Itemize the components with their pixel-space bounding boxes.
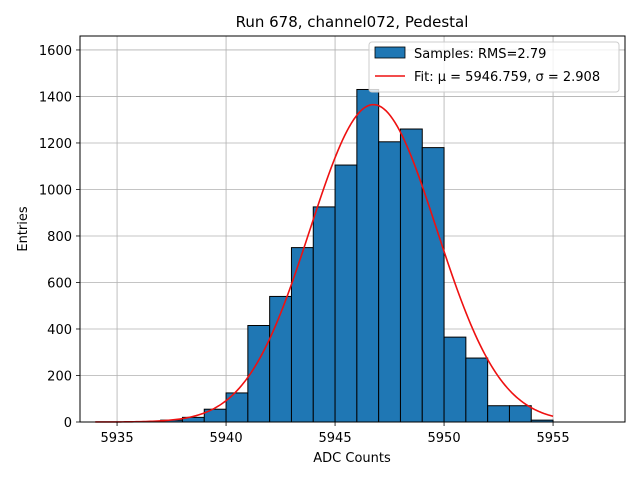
histogram-bars	[160, 88, 554, 423]
y-tick-label: 600	[47, 276, 72, 291]
fit-curve	[95, 103, 554, 423]
chart-title: Run 678, channel072, Pedestal	[236, 13, 469, 31]
y-tick-label: 1600	[39, 44, 72, 59]
histogram-bar	[312, 206, 336, 423]
y-tick-label: 200	[47, 369, 72, 384]
y-tick-label: 1200	[39, 137, 72, 152]
plot-frame	[79, 35, 626, 423]
y-tick-label: 0	[64, 416, 72, 431]
histogram-bar	[465, 357, 489, 423]
x-tick-label: 5935	[101, 431, 134, 446]
x-axis-label: ADC Counts	[313, 451, 391, 466]
legend-samples-swatch	[374, 46, 406, 59]
legend: Samples: RMS=2.79 Fit: μ = 5946.759, σ =…	[368, 41, 620, 93]
x-tick-label: 5955	[537, 431, 570, 446]
y-axis-label: Entries	[16, 206, 31, 252]
y-tick-label: 1400	[39, 90, 72, 105]
histogram-bar	[356, 88, 380, 423]
legend-samples-label: Samples: RMS=2.79	[414, 47, 546, 62]
x-tick-label: 5945	[319, 431, 352, 446]
y-tick-label: 800	[47, 230, 72, 245]
x-axis-ticks: 5935 5940 5945 5950 5955	[101, 422, 570, 446]
histogram-bar	[378, 141, 401, 423]
y-tick-label: 400	[47, 323, 72, 338]
histogram-bar	[334, 164, 358, 423]
histogram-bar	[399, 128, 423, 423]
x-tick-label: 5940	[210, 431, 243, 446]
x-tick-label: 5950	[428, 431, 461, 446]
legend-fit-label: Fit: μ = 5946.759, σ = 2.908	[414, 70, 600, 85]
y-tick-label: 1000	[39, 183, 72, 198]
y-axis-ticks: 0 200 400 600 800 1000 1200 1400 1600	[39, 44, 80, 431]
legend-box	[368, 41, 620, 93]
histogram-bar	[487, 405, 510, 423]
histogram-bar	[508, 405, 532, 423]
histogram-bar	[443, 336, 467, 423]
histogram-bar	[421, 147, 445, 423]
